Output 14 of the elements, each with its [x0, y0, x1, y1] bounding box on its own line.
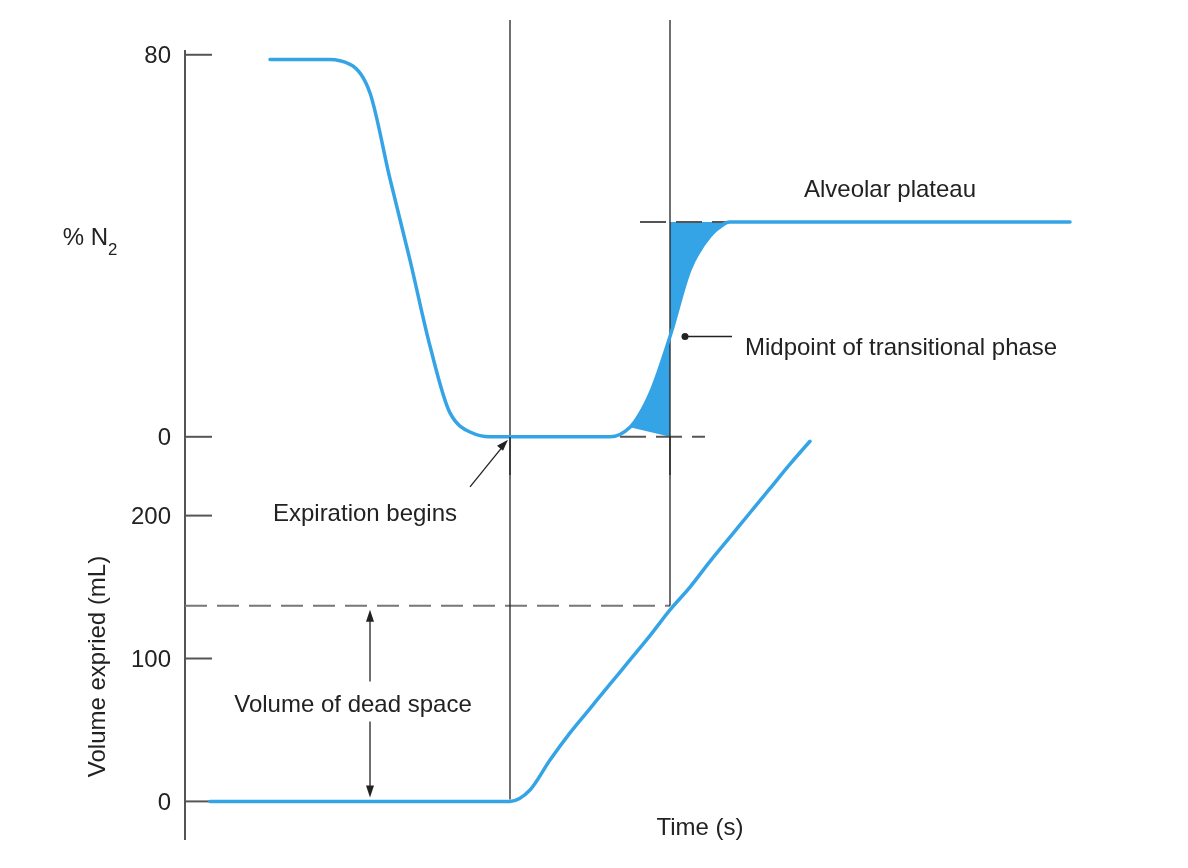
line-series: [268, 57, 1072, 439]
annotation: Expiration begins: [272, 498, 458, 526]
y-tick-label: 0: [157, 423, 171, 451]
y-axis-title: % N$_{2}$: [62, 222, 118, 258]
y-axis-title: Volume expried (mL): [83, 555, 110, 778]
y-tick-label: 80: [144, 41, 171, 69]
y-tick-label: 100: [130, 644, 171, 672]
annotation: Alveolar plateau: [803, 174, 977, 202]
line-series: [208, 439, 812, 804]
x-axis-title: Time (s): [656, 813, 744, 840]
annotation: Volume of dead space: [234, 689, 472, 717]
y-tick-label: 0: [157, 787, 171, 815]
y-tick-label: 200: [130, 502, 171, 529]
annotation: Midpoint of transitional phase: [745, 332, 1058, 360]
